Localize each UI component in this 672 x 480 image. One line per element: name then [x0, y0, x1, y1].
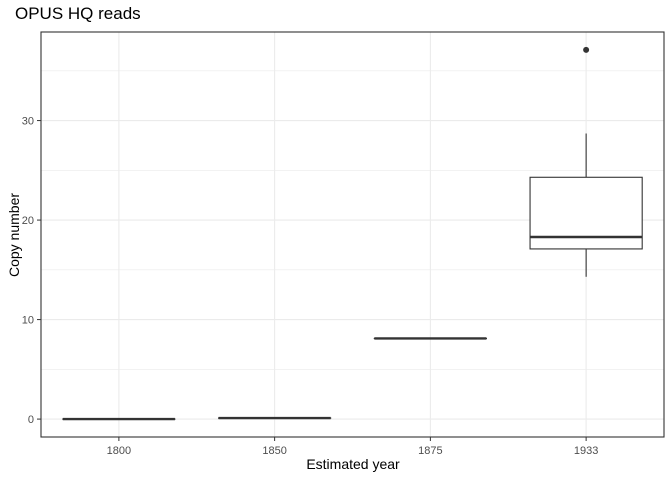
x-tick-label: 1933 [574, 445, 598, 457]
panel-border [40, 31, 665, 438]
x-tick-label: 1800 [107, 445, 131, 457]
x-axis-label: Estimated year [306, 456, 400, 472]
chart-title: OPUS HQ reads [15, 4, 141, 23]
x-tick-label: 1850 [262, 445, 286, 457]
x-tick-label: 1875 [418, 445, 442, 457]
x-axis-label-wrap: Estimated year [0, 456, 672, 472]
y-tick-label: 0 [28, 414, 34, 426]
y-tick-label: 10 [22, 315, 34, 327]
outlier-point [583, 46, 590, 53]
y-tick-label: 20 [22, 215, 34, 227]
y-tick-label: 30 [22, 116, 34, 128]
